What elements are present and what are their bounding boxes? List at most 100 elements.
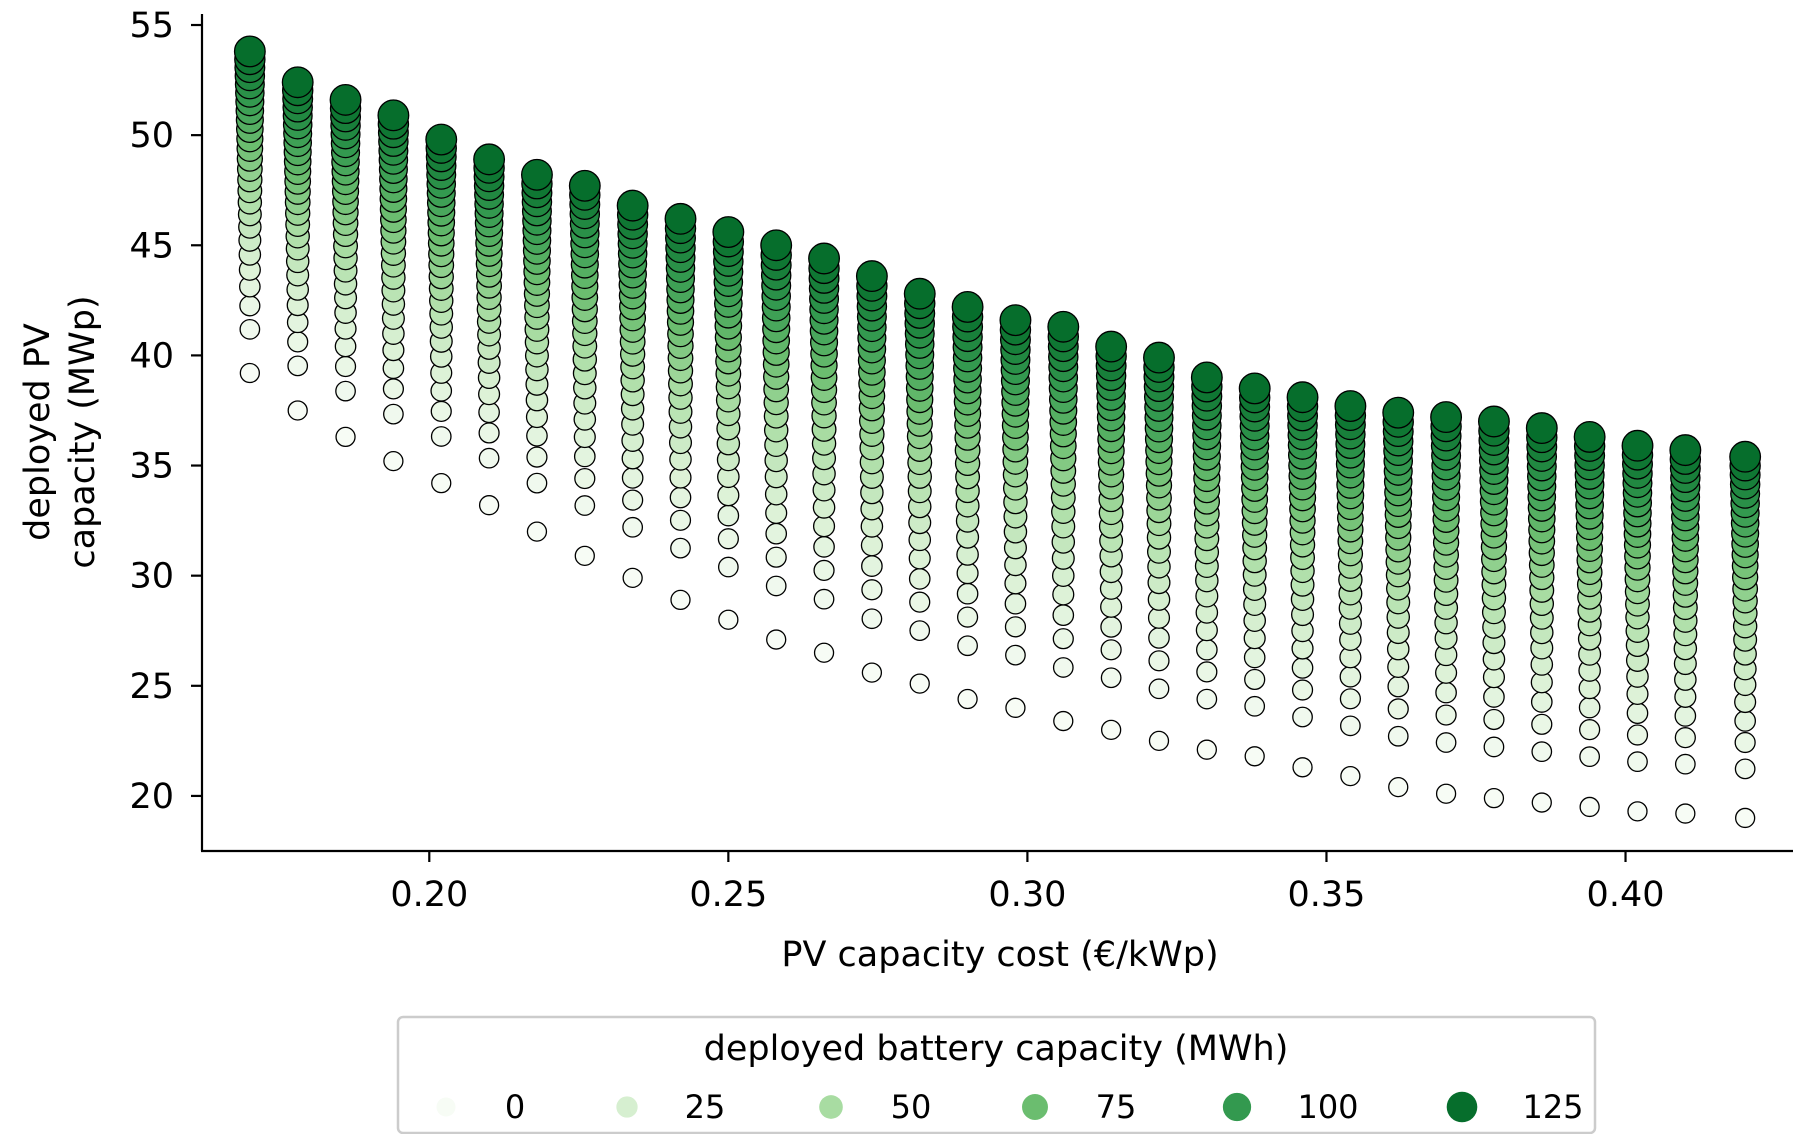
data-point [1196,661,1218,683]
data-point [765,546,787,568]
data-point [377,99,410,132]
data-point [335,426,356,448]
data-point [430,426,452,447]
data-point [473,143,506,176]
data-point [1143,341,1175,374]
data-point [329,83,362,116]
data-point [431,473,452,494]
data-point [1052,657,1074,678]
data-point [526,472,548,494]
data-point [956,582,979,605]
legend-marker [1022,1094,1048,1120]
x-tick-label: 0.30 [988,875,1066,915]
data-point [1148,650,1170,672]
data-point [1483,736,1505,758]
legend-label: 100 [1297,1088,1358,1126]
data-point [1244,746,1265,767]
data-point [1734,758,1756,780]
data-point [957,635,978,657]
legend-label: 75 [1096,1088,1137,1126]
data-point [812,515,836,538]
data-point [1387,675,1410,698]
x-tick-label: 0.35 [1287,875,1365,915]
data-point [574,495,596,516]
data-point [1387,698,1409,720]
data-point [1531,713,1553,735]
data-point [669,509,692,531]
data-point [622,567,643,589]
data-point [335,380,356,402]
data-point [760,229,793,262]
data-point [239,295,261,317]
data-point [861,579,883,601]
data-point [1100,667,1122,689]
legend-items: 0 25 50 75 100 125 [436,1088,1584,1126]
data-point [1530,691,1553,713]
data-point [909,591,931,613]
data-point [808,242,841,275]
data-point [1734,710,1757,732]
data-point [1292,706,1313,728]
data-point [1340,715,1361,737]
data-point [526,521,548,542]
data-point [430,400,452,422]
data-point [239,362,261,384]
data-point [718,609,739,630]
data-point [1579,796,1600,818]
data-point [1340,765,1361,787]
y-tick-label: 45 [129,226,174,266]
data-point [1573,420,1606,453]
y-tick-label: 35 [129,447,174,487]
data-point [664,202,697,235]
data-point [1243,646,1266,669]
y-tick-label: 50 [129,116,174,156]
data-point [1291,657,1314,679]
data-point [287,355,309,377]
data-point [1435,704,1457,726]
data-point [1578,696,1601,719]
data-point [813,588,835,610]
data-point [1100,719,1122,741]
data-point [669,486,692,509]
data-point [813,642,835,663]
data-point [1435,681,1457,704]
data-point [233,35,266,68]
data-point [860,534,883,557]
y-axis-label: deployed PV capacity (MWp) [18,295,103,568]
data-point [1196,688,1218,710]
data-point [1531,741,1553,763]
data-point [1627,751,1648,773]
data-point [1244,695,1266,717]
data-point [956,606,979,628]
data-point [1148,730,1170,752]
data-point [765,575,787,597]
data-point [1483,787,1505,809]
data-point [334,355,357,378]
data-point [1339,665,1362,688]
data-point [1674,727,1696,749]
x-tick-label: 0.25 [689,875,767,915]
data-point [1669,434,1702,467]
data-point [1674,753,1696,775]
data-point [1626,724,1649,746]
data-point [813,559,835,582]
data-point [1729,440,1762,473]
data-point [1387,725,1409,747]
data-point [1148,678,1170,700]
data-point [574,467,596,490]
legend-label: 125 [1522,1088,1583,1126]
data-point [1195,638,1218,661]
data-point [478,422,500,444]
data-point [1004,616,1027,638]
x-tick-label: 0.40 [1587,875,1665,915]
data-point [1196,739,1217,760]
data-point [1626,702,1649,725]
legend-marker [436,1097,456,1117]
data-point [1100,639,1122,661]
data-point [717,528,739,550]
legend-marker [819,1095,843,1119]
data-point [909,620,931,641]
y-axis-label-line-2: capacity (MWp) [63,295,103,568]
data-point [1435,783,1457,804]
